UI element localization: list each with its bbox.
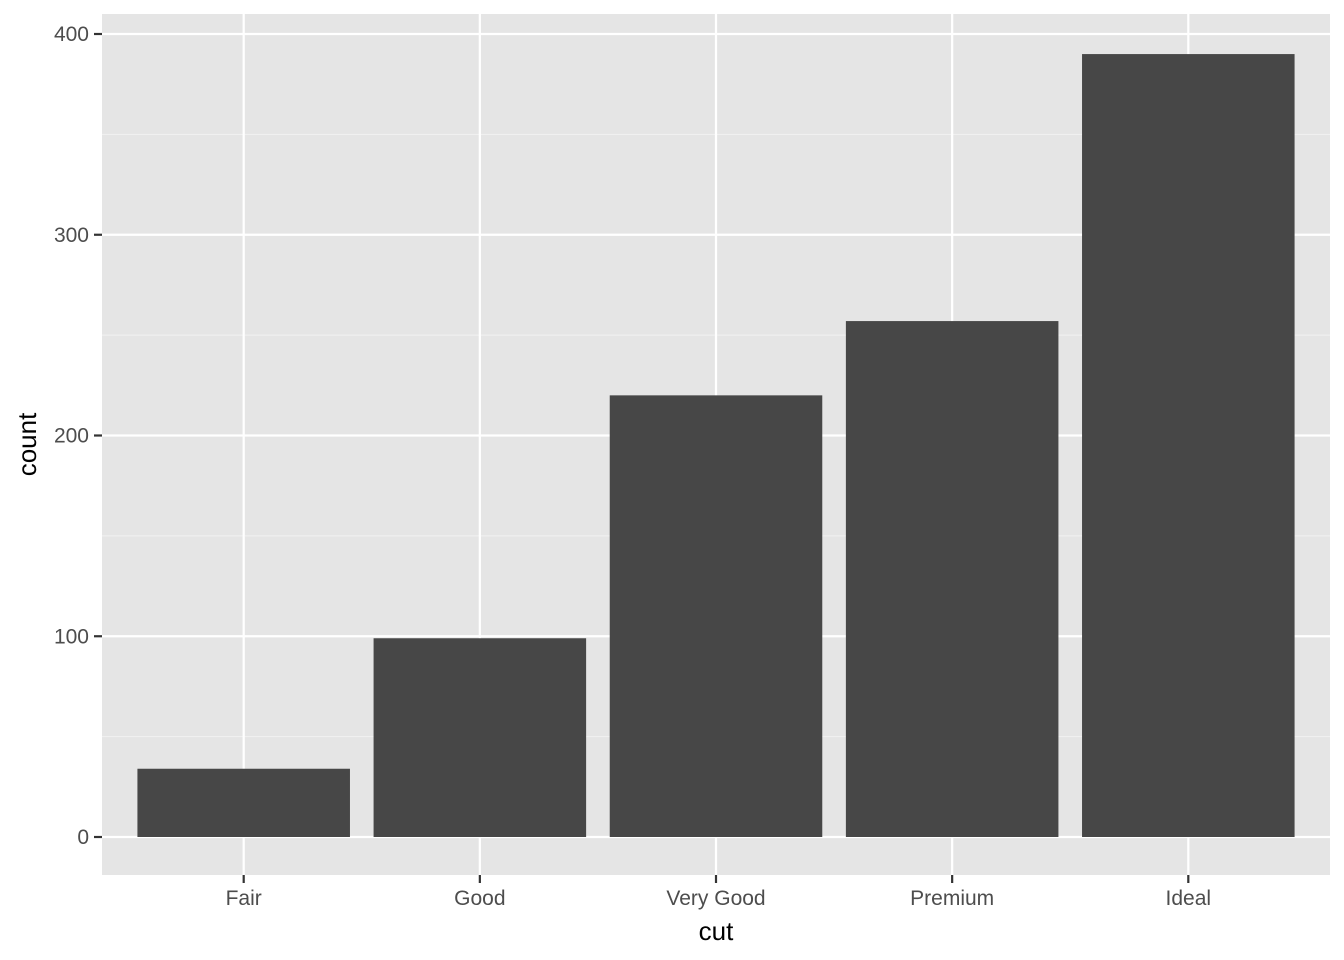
x-axis-title: cut xyxy=(699,916,734,946)
y-tick-label: 200 xyxy=(54,425,89,448)
y-axis: 0 100 200 300 400 xyxy=(54,23,102,849)
y-tick-label: 100 xyxy=(54,625,89,648)
bar-fair xyxy=(137,768,350,837)
x-axis: Fair Good Very Good Premium Ideal xyxy=(226,875,1211,910)
x-tick-label: Ideal xyxy=(1166,887,1212,910)
y-axis-title: count xyxy=(12,412,42,476)
bar-premium xyxy=(845,321,1059,837)
x-tick-label: Good xyxy=(454,887,505,910)
y-tick-label: 0 xyxy=(77,826,89,849)
x-tick-label: Fair xyxy=(226,887,262,910)
bars xyxy=(137,54,1295,837)
x-tick-label: Premium xyxy=(910,887,994,910)
bar-good xyxy=(373,638,587,837)
y-tick-label: 300 xyxy=(54,224,89,247)
bar-very-good xyxy=(609,395,823,837)
bar-ideal xyxy=(1082,54,1295,837)
x-tick-label: Very Good xyxy=(666,887,765,910)
y-tick-label: 400 xyxy=(54,23,89,46)
